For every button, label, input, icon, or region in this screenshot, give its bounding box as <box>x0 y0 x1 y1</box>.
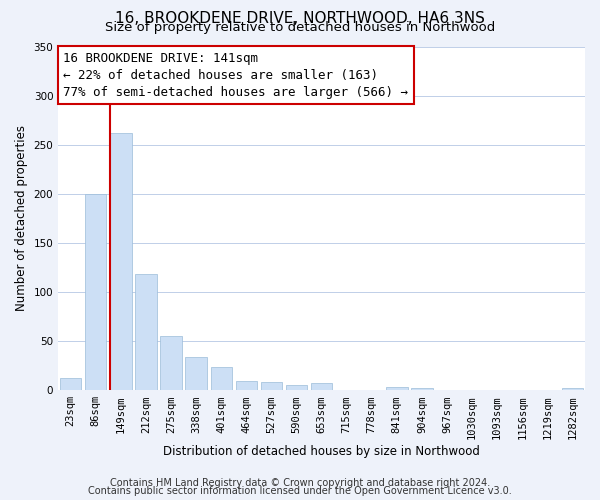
Text: 16, BROOKDENE DRIVE, NORTHWOOD, HA6 3NS: 16, BROOKDENE DRIVE, NORTHWOOD, HA6 3NS <box>115 11 485 26</box>
Bar <box>311 384 332 390</box>
Bar <box>236 380 257 390</box>
Bar <box>261 382 282 390</box>
X-axis label: Distribution of detached houses by size in Northwood: Distribution of detached houses by size … <box>163 444 480 458</box>
Bar <box>286 386 307 390</box>
Text: 16 BROOKDENE DRIVE: 141sqm
← 22% of detached houses are smaller (163)
77% of sem: 16 BROOKDENE DRIVE: 141sqm ← 22% of deta… <box>64 52 409 98</box>
Text: Contains HM Land Registry data © Crown copyright and database right 2024.: Contains HM Land Registry data © Crown c… <box>110 478 490 488</box>
Bar <box>160 336 182 390</box>
Bar <box>211 367 232 390</box>
Bar <box>185 357 207 390</box>
Bar <box>110 133 131 390</box>
Text: Contains public sector information licensed under the Open Government Licence v3: Contains public sector information licen… <box>88 486 512 496</box>
Bar <box>562 388 583 390</box>
Bar <box>411 388 433 390</box>
Text: Size of property relative to detached houses in Northwood: Size of property relative to detached ho… <box>105 22 495 35</box>
Bar <box>136 274 157 390</box>
Y-axis label: Number of detached properties: Number of detached properties <box>15 126 28 312</box>
Bar <box>85 194 106 390</box>
Bar <box>60 378 82 390</box>
Bar <box>386 388 407 390</box>
